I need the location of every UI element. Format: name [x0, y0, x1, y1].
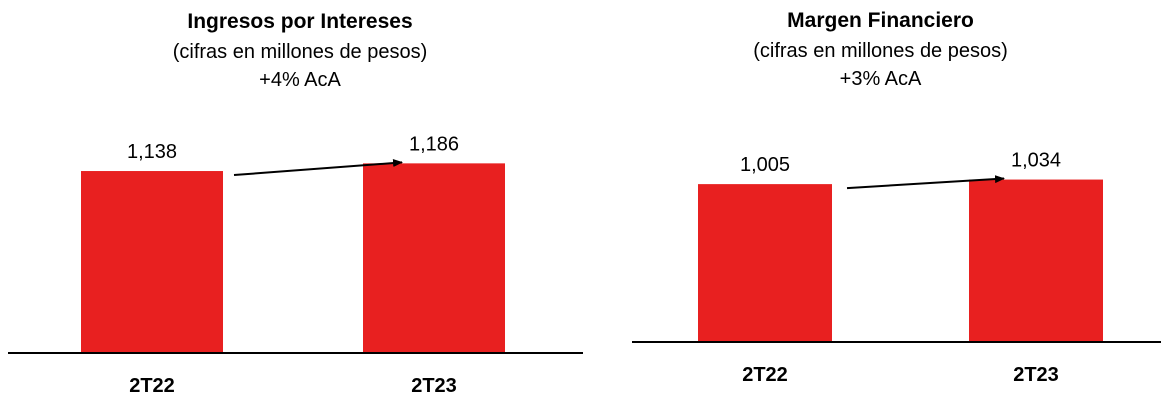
bar-2t22	[81, 171, 223, 353]
chart-title: Ingresos por Intereses	[187, 10, 413, 33]
change-annotation: +3% AcA	[839, 68, 922, 90]
bar-plot-area: 1,138 2T22 1,186 2T23	[8, 133, 583, 396]
data-label-2t23: 1,186	[409, 133, 459, 155]
bar-2t23	[969, 179, 1103, 342]
bar-plot-area: 1,005 2T22 1,034 2T23	[632, 150, 1161, 386]
data-label-2t22: 1,005	[740, 154, 790, 176]
chart-margen-financiero: Margen Financiero (cifras en millones de…	[600, 0, 1161, 396]
bar-2t22	[698, 184, 832, 342]
chart-title: Margen Financiero	[787, 9, 974, 32]
change-annotation: +4% AcA	[259, 69, 341, 91]
chart-subtitle: (cifras en millones de pesos)	[172, 41, 428, 63]
chart-subtitle: (cifras en millones de pesos)	[753, 40, 1008, 62]
category-label-2t23: 2T23	[411, 375, 457, 396]
category-label-2t22: 2T22	[742, 364, 788, 386]
chart-ingresos-por-intereses: Ingresos por Intereses (cifras en millon…	[8, 10, 583, 396]
growth-arrow	[233, 159, 403, 177]
bar-2t23	[363, 163, 505, 353]
data-label-2t23: 1,034	[1011, 150, 1061, 172]
category-label-2t23: 2T23	[1013, 364, 1059, 386]
growth-arrow	[846, 175, 1005, 190]
category-label-2t22: 2T22	[129, 375, 175, 396]
data-label-2t22: 1,138	[127, 141, 177, 163]
